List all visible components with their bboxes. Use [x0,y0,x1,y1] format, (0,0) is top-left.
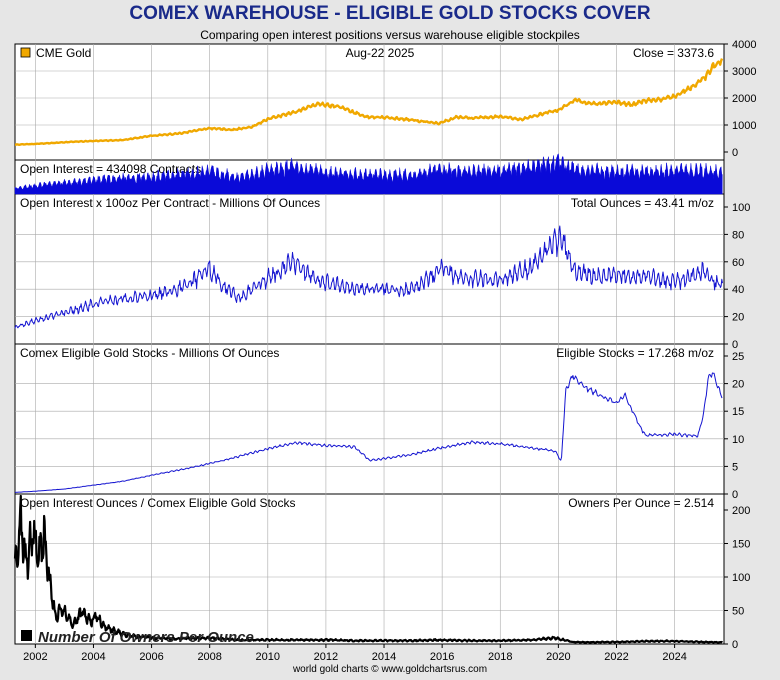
date-label: Aug-22 2025 [346,46,415,60]
legend-swatch-owners [21,630,32,641]
chart-footer: world gold charts © www.goldchartsrus.co… [292,664,488,675]
legend-label-gold: CME Gold [36,46,91,60]
y-tick-label: 60 [732,257,744,269]
x-tick-label: 2024 [662,651,686,663]
x-tick-label: 2008 [197,651,221,663]
y-tick-label: 0 [732,639,738,651]
panel-right-label-owners_per_ounce: Owners Per Ounce = 2.514 [568,496,714,510]
panel-right-label-eligible_stocks: Eligible Stocks = 17.268 m/oz [556,346,714,360]
legend-label-owners: Number Of Owners Per Ounce [38,629,254,646]
panel-owners_per_ounce [14,493,725,645]
y-tick-label: 100 [732,572,750,584]
y-tick-label: 0 [732,339,738,351]
y-tick-label: 10 [732,434,744,446]
x-tick-label: 2004 [81,651,105,663]
series-line-owners_per_ounce [13,494,724,644]
y-tick-label: 25 [732,351,744,363]
y-tick-label: 100 [732,202,750,214]
x-tick-label: 2018 [488,651,512,663]
y-tick-label: 0 [732,489,738,501]
panel-label-open_interest: Open Interest = 434098 Contracts [20,162,201,176]
chart-subtitle: Comparing open interest positions versus… [200,28,580,42]
series-line-gold_price [14,58,724,146]
panel-label-eligible_stocks: Comex Eligible Gold Stocks - Millions Of… [20,346,279,360]
x-tick-label: 2002 [23,651,47,663]
y-tick-label: 50 [732,606,744,618]
series-area-open-interest [14,153,723,195]
x-tick-label: 2010 [256,651,280,663]
x-tick-label: 2016 [430,651,454,663]
series-line-oi_ounces [14,225,723,329]
y-tick-label: 15 [732,406,744,418]
series-line-eligible_stocks [14,372,723,493]
panel-label-oi_ounces: Open Interest x 100oz Per Contract - Mil… [20,196,320,210]
panel-oi_ounces [14,193,725,345]
panel-right-label-gold_price: Close = 3373.6 [633,46,714,60]
y-tick-label: 80 [732,229,744,241]
panel-label-owners_per_ounce: Open Interest Ounces / Comex Eligible Go… [20,496,295,510]
panel-right-label-oi_ounces: Total Ounces = 43.41 m/oz [571,196,714,210]
y-tick-label: 200 [732,505,750,517]
legend-swatch-gold [20,47,31,58]
x-tick-label: 2020 [546,651,570,663]
panel-eligible_stocks [14,343,725,495]
x-tick-label: 2014 [372,651,396,663]
y-tick-label: 0 [732,147,738,159]
y-tick-label: 150 [732,539,750,551]
x-tick-label: 2012 [314,651,338,663]
y-tick-label: 20 [732,312,744,324]
x-tick-label: 2006 [139,651,163,663]
y-tick-label: 2000 [732,93,756,105]
y-tick-label: 4000 [732,39,756,51]
y-tick-label: 20 [732,379,744,391]
y-tick-label: 1000 [732,120,756,132]
y-tick-label: 40 [732,284,744,296]
y-tick-label: 5 [732,461,738,473]
y-tick-label: 3000 [732,66,756,78]
chart-title: COMEX WAREHOUSE - ELIGIBLE GOLD STOCKS C… [129,3,651,24]
x-tick-label: 2022 [604,651,628,663]
